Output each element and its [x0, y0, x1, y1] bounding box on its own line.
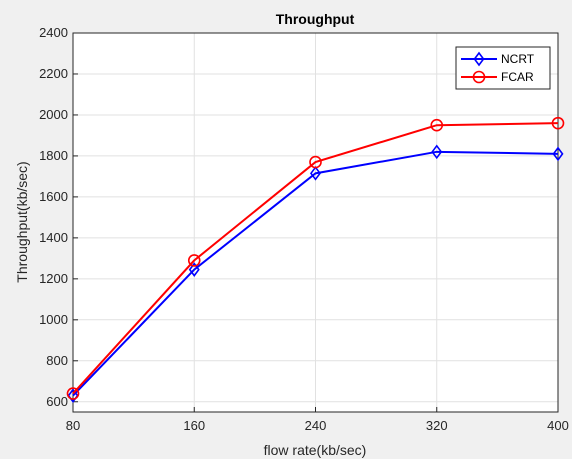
legend-marker-ncrt [473, 51, 485, 67]
x-axis-label: flow rate(kb/sec) [264, 442, 367, 458]
series-line-ncrt [72, 150, 559, 397]
x-tick-label: 80 [66, 418, 80, 433]
y-tick-label: 1000 [39, 312, 68, 327]
data-point-fcar [309, 155, 322, 169]
data-point-fcar [66, 387, 80, 400]
legend-box [455, 46, 551, 90]
y-tick-label: 1600 [39, 189, 68, 204]
legend-marker-fcar [472, 70, 486, 84]
data-point-fcar [551, 116, 565, 130]
y-tick-label: 600 [46, 394, 68, 409]
chart-title: Throughput [276, 11, 355, 27]
legend-label-fcar: FCAR [501, 70, 534, 84]
y-tick-label: 800 [46, 353, 68, 368]
y-tick-label: 1400 [39, 230, 68, 245]
legend: NCRT FCAR [455, 46, 551, 90]
data-point-ncrt [431, 144, 443, 160]
y-tick-label: 2200 [39, 66, 68, 81]
y-axis-label: Throughput(kb/sec) [14, 161, 30, 282]
y-tick-label: 2400 [39, 25, 68, 40]
x-tick-label: 240 [305, 418, 327, 433]
series-line-fcar [72, 122, 559, 395]
data-point-fcar [187, 254, 201, 267]
x-tick-label: 320 [426, 418, 448, 433]
ticks: 80 160 240 320 400 600 800 1000 1200 1400 1600 1800… [39, 25, 569, 433]
data-point-ncrt [552, 146, 564, 162]
data-point-fcar [430, 118, 444, 132]
series-fcar [66, 116, 565, 400]
data-point-ncrt [310, 165, 321, 181]
x-tick-label: 400 [547, 418, 569, 433]
legend-label-ncrt: NCRT [501, 52, 535, 66]
data-point-ncrt [188, 262, 200, 277]
y-tick-label: 1200 [39, 271, 68, 286]
y-tick-label: 2000 [39, 107, 68, 122]
x-tick-label: 160 [183, 418, 205, 433]
data-point-ncrt [67, 388, 79, 403]
y-tick-label: 1800 [39, 148, 68, 163]
series [66, 116, 565, 403]
series-ncrt [67, 144, 564, 403]
